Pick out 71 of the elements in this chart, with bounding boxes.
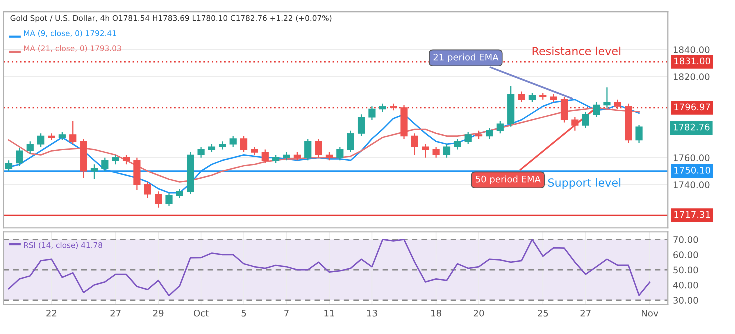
candlestick: [26, 141, 34, 154]
x-tick-label: 11: [324, 310, 334, 317]
candlestick: [5, 160, 13, 172]
candlestick: [70, 120, 77, 145]
candlestick: [636, 124, 643, 144]
candlestick: [358, 114, 366, 137]
x-tick-label: 5: [242, 310, 246, 317]
candlestick: [347, 130, 354, 154]
ref-line-label: 1796.97: [674, 104, 710, 111]
x-tick-label: Oct: [194, 310, 209, 317]
annotation: 21 period EMA: [434, 54, 499, 63]
candlestick: [166, 192, 173, 208]
x-tick-label: 7: [284, 310, 289, 317]
candlestick: [304, 138, 312, 162]
x-tick-label: Nov: [642, 310, 658, 317]
candlestick: [122, 154, 130, 166]
candlestick: [572, 116, 579, 132]
candlestick: [422, 144, 430, 158]
y-tick-label: 1760.00: [674, 154, 710, 162]
candlestick: [336, 146, 344, 162]
ref-line-label: 1750.10: [674, 167, 710, 174]
y-tick-label: 1820.00: [674, 74, 710, 80]
candlestick: [315, 138, 322, 158]
y-tick-label: 70.00: [674, 236, 698, 244]
candlestick: [102, 157, 109, 172]
y-tick-label: 1740.00: [674, 182, 710, 188]
x-tick-label: 25: [538, 310, 548, 317]
candlestick: [592, 102, 600, 118]
candlestick: [560, 96, 568, 124]
candlestick: [528, 92, 536, 104]
candlestick: [443, 144, 451, 158]
candlestick: [464, 132, 472, 145]
y-tick-label: 40.00: [673, 282, 698, 289]
x-tick-label: 20: [474, 310, 484, 317]
x-tick-label: 13: [367, 310, 378, 317]
y-tick-label: 30.00: [674, 297, 698, 304]
candlestick: [486, 128, 494, 140]
candlestick: [454, 138, 462, 150]
y-tick-label: 1782.76: [674, 124, 710, 131]
candlestick: [155, 191, 162, 208]
x-tick-label: 27: [580, 310, 591, 317]
candlestick: [240, 136, 248, 154]
y-tick-label: 1840.00: [674, 46, 710, 54]
y-tick-label: 50.00: [674, 266, 698, 274]
candlestick: [582, 111, 590, 129]
candlestick: [614, 99, 622, 110]
annotation: Support level: [548, 178, 621, 190]
candlestick: [198, 146, 205, 158]
candlestick: [38, 133, 45, 148]
candlestick: [48, 133, 56, 141]
y-tick-label: 60.00: [674, 252, 698, 258]
candlestick: [496, 120, 504, 134]
candlestick: [518, 91, 526, 104]
candlestick: [604, 87, 611, 108]
candlestick: [16, 148, 24, 167]
x-tick-label: 29: [153, 310, 164, 317]
candlestick: [262, 149, 269, 164]
x-tick-label: 22: [46, 310, 57, 317]
x-tick-label: 18: [432, 310, 442, 317]
candlestick: [368, 106, 376, 121]
ref-line-label: 1717.31: [674, 211, 710, 218]
candlestick: [144, 182, 152, 199]
candlestick: [112, 154, 120, 166]
ref-line-label: 1831.00: [674, 58, 710, 65]
candlestick: [230, 136, 237, 148]
candlestick: [432, 146, 440, 158]
annotation: 50 period EMA: [476, 176, 541, 185]
candlestick: [176, 188, 184, 199]
x-tick-label: 27: [110, 310, 121, 317]
annotation: Resistance level: [532, 46, 621, 56]
candlestick: [411, 133, 418, 156]
